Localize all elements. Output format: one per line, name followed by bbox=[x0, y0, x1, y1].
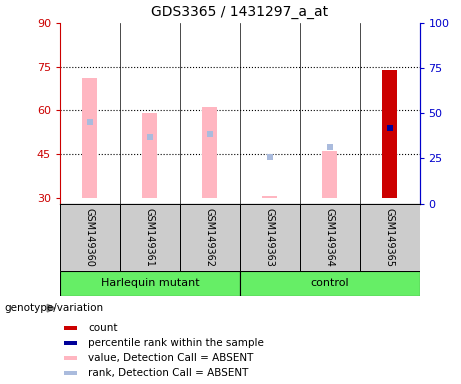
Bar bbox=[240, 271, 420, 296]
Text: GSM149362: GSM149362 bbox=[205, 208, 215, 266]
Text: Harlequin mutant: Harlequin mutant bbox=[100, 278, 199, 288]
Bar bbox=[300, 204, 360, 271]
Text: GSM149364: GSM149364 bbox=[325, 208, 335, 266]
Text: GSM149365: GSM149365 bbox=[384, 208, 395, 266]
Text: GSM149361: GSM149361 bbox=[145, 208, 155, 266]
Bar bbox=[83, 78, 97, 198]
Bar bbox=[360, 204, 420, 271]
Bar bbox=[262, 196, 277, 198]
Text: percentile rank within the sample: percentile rank within the sample bbox=[88, 338, 264, 348]
Bar bbox=[180, 204, 240, 271]
Text: control: control bbox=[310, 278, 349, 288]
Text: genotype/variation: genotype/variation bbox=[5, 303, 104, 313]
Text: count: count bbox=[88, 323, 118, 333]
Bar bbox=[240, 204, 300, 271]
Bar bbox=[120, 204, 180, 271]
Text: GSM149363: GSM149363 bbox=[265, 208, 275, 266]
Bar bbox=[60, 204, 120, 271]
Text: rank, Detection Call = ABSENT: rank, Detection Call = ABSENT bbox=[88, 368, 248, 378]
Bar bbox=[142, 113, 157, 198]
Text: GSM149360: GSM149360 bbox=[85, 208, 95, 266]
Text: value, Detection Call = ABSENT: value, Detection Call = ABSENT bbox=[88, 353, 254, 363]
Bar bbox=[382, 70, 397, 198]
Bar bbox=[64, 341, 77, 345]
Bar bbox=[60, 271, 240, 296]
Title: GDS3365 / 1431297_a_at: GDS3365 / 1431297_a_at bbox=[151, 5, 328, 19]
Bar bbox=[322, 151, 337, 198]
Bar bbox=[64, 356, 77, 360]
Bar bbox=[64, 326, 77, 330]
Bar bbox=[64, 371, 77, 375]
Bar bbox=[202, 108, 217, 198]
